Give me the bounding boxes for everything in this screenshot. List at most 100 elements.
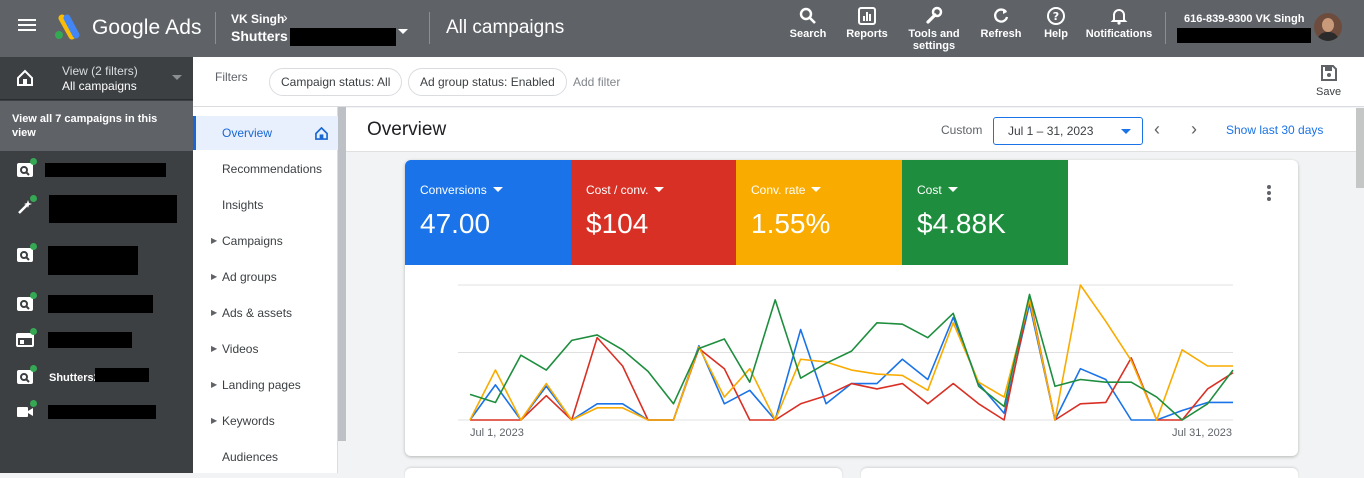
menu-item-ads-assets[interactable]: ▶ Ads & assets	[193, 296, 338, 330]
metric-tile-conv-rate[interactable]: Conv. rate 1.55%	[736, 160, 902, 265]
help-button[interactable]: ? Help	[1039, 6, 1073, 40]
account-owner[interactable]: VK Singh	[231, 12, 285, 26]
redacted-block	[48, 405, 156, 419]
overview-title: Overview	[367, 119, 447, 140]
sidebar-campaign-item[interactable]	[0, 192, 193, 223]
bell-icon	[1110, 9, 1128, 25]
campaign-tree-sidebar: View (2 filters) All campaigns View all …	[0, 57, 193, 473]
reports-button[interactable]: Reports	[843, 6, 891, 40]
sidebar-campaign-item[interactable]	[0, 397, 193, 427]
google-ads-logo	[55, 14, 80, 40]
avatar[interactable]	[1314, 13, 1342, 41]
brand-name: Google Ads	[92, 16, 202, 39]
home-icon	[17, 69, 33, 86]
divider	[215, 12, 216, 44]
metric-value: $4.88K	[917, 208, 1006, 239]
menu-item-campaigns[interactable]: ▶ Campaigns	[193, 224, 338, 258]
menu-item-ad-groups[interactable]: ▶ Ad groups	[193, 260, 338, 294]
show-last-30-days-link[interactable]: Show last 30 days	[1226, 123, 1324, 137]
menu-item-label: Videos	[222, 342, 259, 356]
search-icon	[799, 7, 816, 24]
expand-arrow-icon: ▶	[211, 416, 218, 425]
view-selector[interactable]: View (2 filters) All campaigns	[0, 57, 193, 100]
account-dropdown-icon[interactable]	[398, 29, 408, 34]
chevron-left-icon: ‹	[1154, 119, 1160, 139]
home-icon	[315, 127, 328, 140]
filter-chip-ad-group-status[interactable]: Ad group status: Enabled	[408, 68, 567, 96]
dropdown-arrow-icon	[811, 187, 822, 192]
tools-settings-button[interactable]: Tools and settings	[903, 6, 965, 52]
chevron-right-icon: ›	[1191, 119, 1197, 139]
redacted-block	[49, 195, 177, 223]
search-button[interactable]: Search	[788, 6, 828, 40]
date-custom-label: Custom	[941, 123, 983, 137]
refresh-icon	[994, 8, 1009, 23]
view-filter-label: View (2 filters)	[62, 64, 138, 78]
sidebar-campaign-item[interactable]	[0, 155, 193, 185]
dropdown-arrow-icon	[654, 187, 665, 192]
account-name[interactable]: Shutters	[231, 28, 288, 44]
metric-tile-cost-per-conv[interactable]: Cost / conv. $104	[571, 160, 737, 265]
sidebar-campaign-item[interactable]	[0, 240, 193, 275]
view-all-campaigns-link[interactable]: View all 7 campaigns in this view	[0, 101, 193, 151]
date-range-value: Jul 1 – 31, 2023	[1008, 124, 1094, 138]
redacted-block	[290, 28, 396, 46]
sidebar-campaign-item[interactable]	[0, 325, 193, 355]
metric-label: Conv. rate	[751, 183, 806, 197]
redacted-block	[48, 246, 138, 275]
notifications-button[interactable]: Notifications	[1084, 6, 1154, 40]
expand-arrow-icon: ▶	[211, 272, 218, 281]
series-line-conversions	[469, 303, 1233, 421]
page-menu: Overview Recommendations Insights ▶ Campa…	[193, 107, 338, 473]
refresh-button[interactable]: Refresh	[979, 6, 1023, 40]
user-account-label[interactable]: 616-839-9300 VK Singh	[1184, 13, 1305, 25]
metric-value: $104	[586, 208, 649, 239]
campaign-name: Shutters2	[49, 372, 100, 384]
filters-label: Filters	[215, 70, 248, 84]
menu-item-label: Ad groups	[222, 270, 277, 284]
sidebar-campaign-item[interactable]: Shutters2	[0, 362, 193, 392]
menu-scrollbar[interactable]	[338, 107, 346, 441]
series-line-conv-rate	[469, 284, 1233, 421]
previous-period-button[interactable]: ‹	[1154, 119, 1160, 140]
filter-chip-campaign-status[interactable]: Campaign status: All	[269, 68, 403, 96]
view-value: All campaigns	[62, 79, 137, 93]
metric-tile-cost[interactable]: Cost $4.88K	[902, 160, 1068, 265]
display-campaign-icon	[16, 333, 34, 347]
save-button[interactable]: Save	[1316, 64, 1341, 98]
chevron-down-icon	[172, 75, 182, 80]
save-label: Save	[1316, 86, 1342, 98]
menu-item-insights[interactable]: Insights	[193, 188, 338, 222]
search-campaign-icon	[17, 297, 33, 311]
search-label: Search	[789, 28, 827, 40]
menu-item-keywords[interactable]: ▶ Keywords	[193, 404, 338, 438]
refresh-label: Refresh	[980, 28, 1022, 40]
save-icon	[1320, 65, 1337, 81]
menu-item-recommendations[interactable]: Recommendations	[193, 152, 338, 186]
add-filter-button[interactable]: Add filter	[573, 75, 621, 89]
menu-item-audiences[interactable]: Audiences	[193, 440, 338, 474]
redacted-block	[48, 332, 132, 348]
tools-settings-label: Tools and settings	[908, 28, 960, 52]
reports-icon	[858, 7, 876, 25]
date-range-picker[interactable]: Jul 1 – 31, 2023	[993, 117, 1143, 145]
divider	[1165, 12, 1166, 44]
menu-item-landing-pages[interactable]: ▶ Landing pages	[193, 368, 338, 402]
status-enabled-dot	[30, 292, 37, 299]
performance-chart-card: Conversions 47.00 Cost / conv. $104 Conv…	[405, 160, 1298, 456]
x-axis-end-label: Jul 31, 2023	[1172, 427, 1232, 439]
metric-value: 1.55%	[751, 208, 831, 239]
status-enabled-dot	[30, 328, 37, 335]
hamburger-menu-icon[interactable]	[14, 16, 42, 40]
sidebar-campaign-item[interactable]	[0, 289, 193, 319]
dropdown-arrow-icon	[1121, 129, 1131, 134]
expand-arrow-icon: ▶	[211, 344, 218, 353]
expand-arrow-icon: ▶	[211, 380, 218, 389]
menu-item-videos[interactable]: ▶ Videos	[193, 332, 338, 366]
metric-tile-conversions[interactable]: Conversions 47.00	[405, 160, 571, 265]
menu-item-overview[interactable]: Overview	[193, 116, 338, 150]
next-period-button[interactable]: ›	[1191, 119, 1197, 140]
page-scrollbar[interactable]	[1356, 108, 1364, 188]
more-options-icon[interactable]	[1263, 184, 1275, 204]
main-content: Overview Custom Jul 1 – 31, 2023 ‹ › Sho…	[346, 108, 1364, 478]
